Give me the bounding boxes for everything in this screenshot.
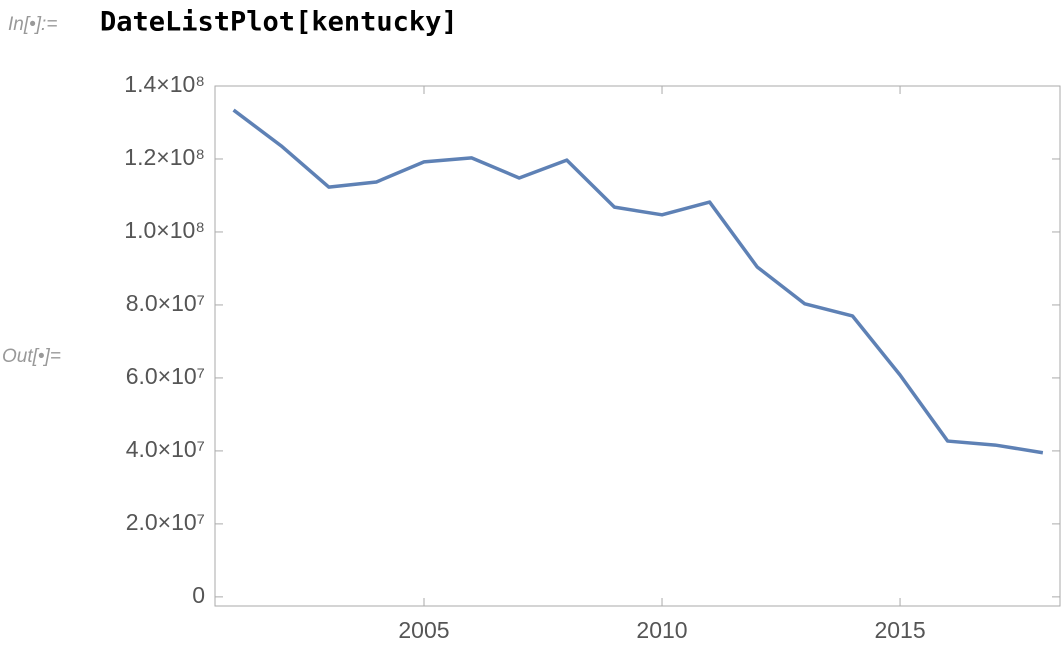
y-tick-label: 1.2×10⁸ (124, 144, 205, 170)
y-tick-label: 1.4×10⁸ (124, 71, 205, 97)
y-tick-label: 2.0×10⁷ (126, 509, 205, 535)
x-tick-label: 2005 (398, 617, 449, 643)
y-tick-label: 0 (192, 582, 205, 608)
y-tick-label: 8.0×10⁷ (126, 290, 205, 316)
input-code[interactable]: DateListPlot[kentucky] (100, 7, 458, 38)
plot-frame (214, 85, 1061, 607)
x-tick-label: 2010 (636, 617, 687, 643)
y-tick-label: 1.0×10⁸ (124, 217, 205, 243)
output-label: Out[•]= (2, 346, 61, 367)
input-label: In[•]:= (8, 14, 57, 35)
y-tick-label: 4.0×10⁷ (126, 436, 205, 462)
y-tick-label: 6.0×10⁷ (126, 363, 205, 389)
data-line (232, 108, 1044, 455)
x-tick-label: 2015 (874, 617, 925, 643)
